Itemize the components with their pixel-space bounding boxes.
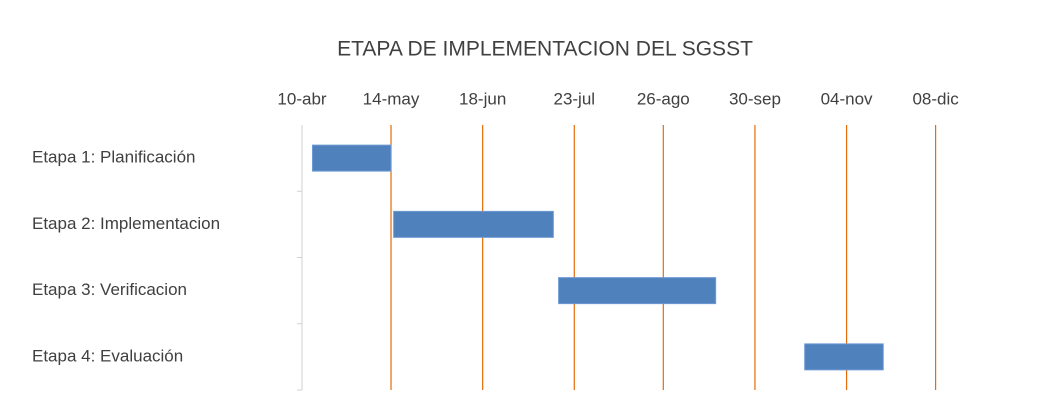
y-tick-label: Etapa 1: Planificación — [32, 148, 196, 167]
bar — [393, 210, 554, 238]
y-tick-label: Etapa 2: Implementacion — [32, 214, 220, 233]
x-tick-label: 30-sep — [729, 89, 781, 108]
x-tick-label: 18-jun — [459, 89, 506, 108]
x-tick-label: 10-abr — [277, 89, 326, 108]
y-tick-label: Etapa 3: Verificacion — [32, 280, 187, 299]
x-tick-label: 04-nov — [821, 89, 873, 108]
bar — [804, 343, 884, 371]
bar — [311, 144, 392, 172]
x-tick-label: 08-dic — [912, 89, 959, 108]
x-tick-label: 26-ago — [637, 89, 690, 108]
x-tick-label: 23-jul — [553, 89, 595, 108]
y-tick-label: Etapa 4: Evaluación — [32, 346, 183, 365]
chart-title: ETAPA DE IMPLEMENTACION DEL SGSST — [337, 38, 753, 61]
x-tick-label: 14-may — [363, 89, 420, 108]
bar — [558, 277, 717, 305]
